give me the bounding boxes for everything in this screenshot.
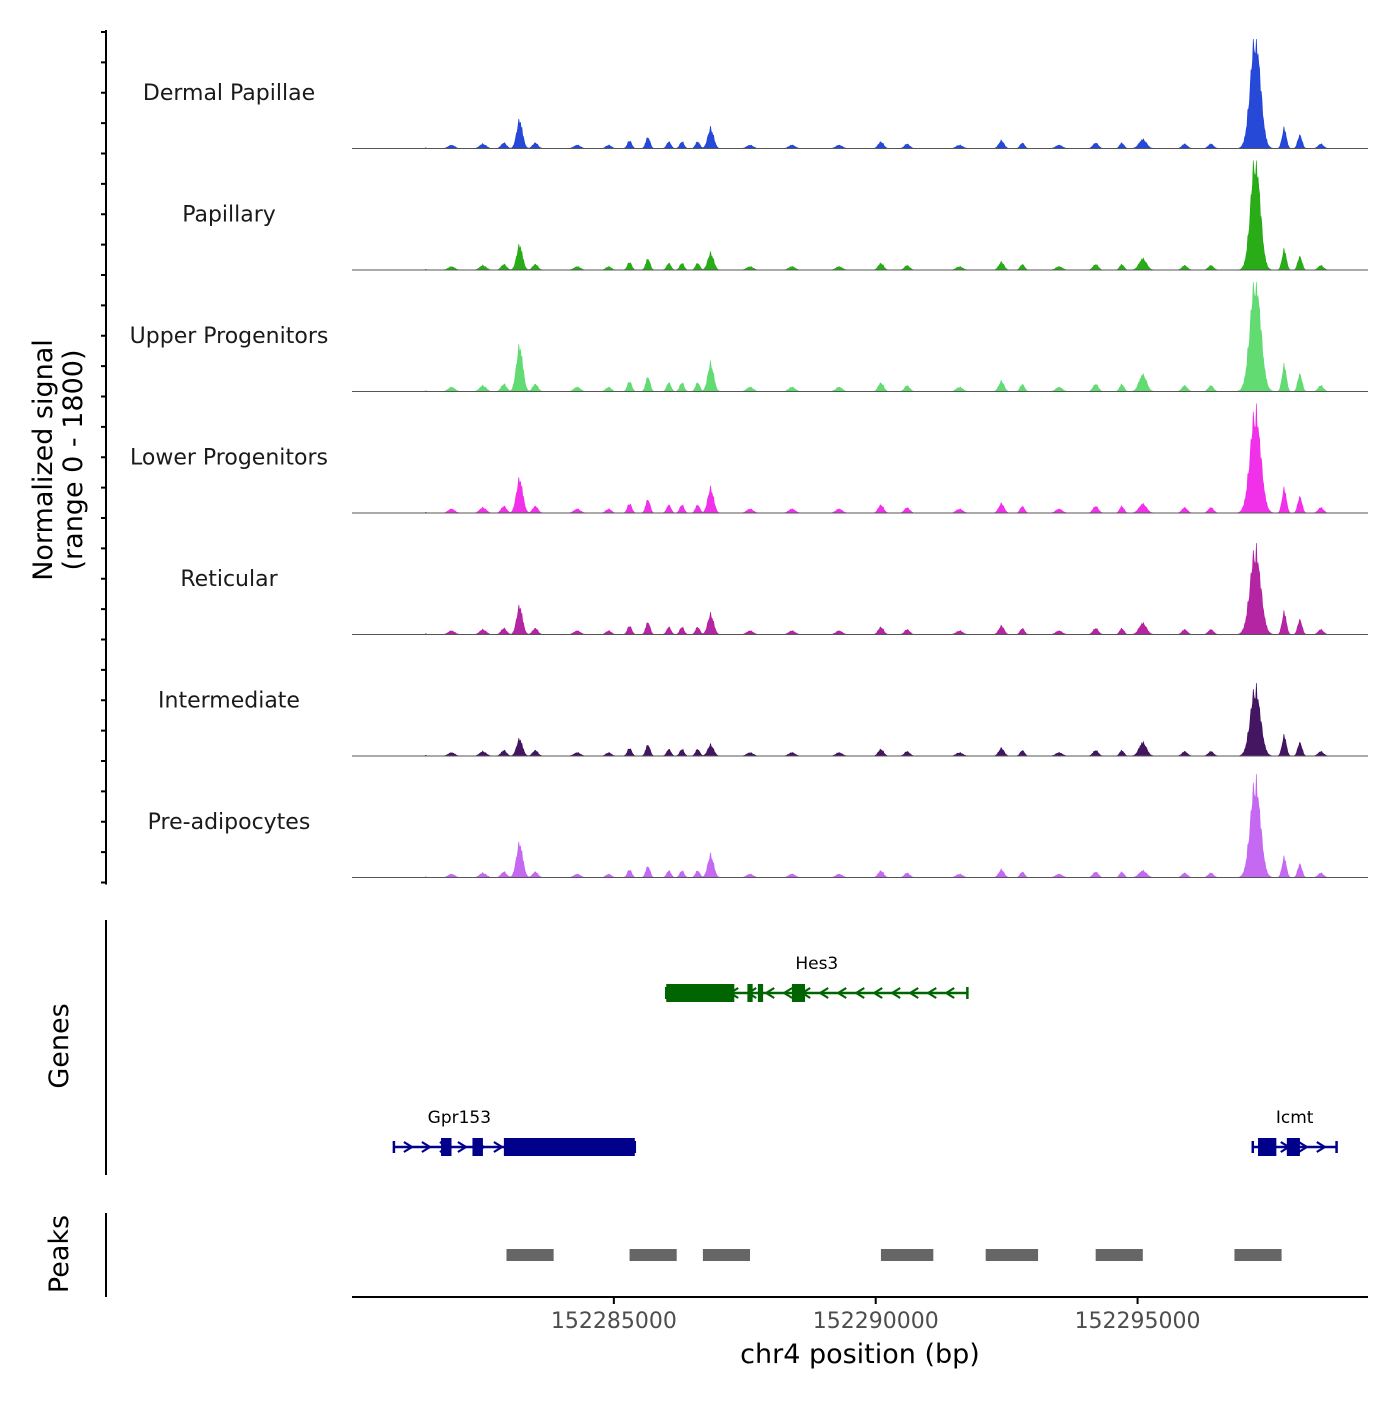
gene-exon [503, 1138, 635, 1156]
track-label: Upper Progenitors [130, 324, 329, 349]
signal-track-lower-progenitors: Lower Progenitors [130, 403, 1368, 514]
strand-arrow [1298, 1141, 1309, 1153]
signal-area [425, 682, 1342, 757]
genes-y-axis-label: Genes [44, 1003, 75, 1088]
gene-label: Gpr153 [428, 1108, 491, 1128]
gene-exon [1258, 1138, 1277, 1156]
track-label: Intermediate [158, 689, 300, 714]
signal-y-axis-label-line2: (range 0 - 1800) [58, 350, 89, 571]
strand-arrow [890, 987, 901, 999]
gene-exon [757, 984, 764, 1002]
signal-panel: Normalized signal (range 0 - 1800) Dermal … [28, 30, 1368, 885]
track-label: Papillary [182, 203, 276, 228]
strand-arrow [818, 987, 829, 999]
peak-region [1234, 1249, 1282, 1261]
strand-arrow [457, 1141, 468, 1153]
peaks-y-axis-label: Peaks [44, 1215, 75, 1293]
signal-track-intermediate: Intermediate [158, 682, 1368, 757]
strand-arrow [944, 987, 955, 999]
gene-exon [666, 984, 735, 1002]
signal-area [425, 403, 1342, 514]
signal-y-axis-label: Normalized signal (range 0 - 1800) [28, 339, 89, 581]
strand-arrow [908, 987, 919, 999]
peak-region [702, 1249, 751, 1261]
strand-arrow [854, 987, 865, 999]
track-label: Pre-adipocytes [148, 810, 311, 835]
gene-icmt: Icmt [1251, 1108, 1338, 1156]
gene-exon [472, 1138, 483, 1156]
track-label: Lower Progenitors [130, 446, 328, 471]
strand-arrow [1316, 1141, 1327, 1153]
x-axis-tick-label: 152285000 [551, 1309, 677, 1334]
signal-area [425, 542, 1342, 635]
signal-area [425, 281, 1342, 392]
strand-arrow [403, 1141, 414, 1153]
gene-exon [791, 984, 806, 1002]
strand-arrow [493, 1141, 504, 1153]
track-label: Reticular [180, 567, 278, 592]
signal-area [425, 160, 1342, 271]
peak-region [629, 1249, 677, 1261]
x-axis: 152285000 152290000 152295000 chr4 position… [352, 1296, 1368, 1370]
signal-track-upper-progenitors: Upper Progenitors [130, 281, 1368, 392]
gene-gpr153: Gpr153 [392, 1108, 637, 1156]
signal-area [425, 38, 1342, 149]
signal-y-axis-label-line1: Normalized signal [28, 339, 59, 581]
gene-hes3: Hes3 [664, 954, 969, 1002]
strand-arrow [782, 987, 793, 999]
strand-arrow [764, 987, 775, 999]
peak-region [880, 1249, 934, 1261]
gene-exon [441, 1138, 452, 1156]
gene-label: Hes3 [795, 954, 838, 974]
peaks-y-axis-label-text: Peaks [44, 1215, 75, 1293]
strand-arrow [926, 987, 937, 999]
strand-arrow [836, 987, 847, 999]
signal-track-papillary: Papillary [182, 160, 1368, 271]
gene-label: Icmt [1276, 1108, 1314, 1128]
strand-arrow [872, 987, 883, 999]
x-axis-title: chr4 position (bp) [740, 1339, 980, 1370]
x-axis-tick-label: 152295000 [1075, 1309, 1201, 1334]
gene-exon [1286, 1138, 1300, 1156]
genes-panel: Genes Hes3 Gpr153 Icmt [44, 920, 1338, 1175]
signal-track-pre-adipocytes: Pre-adipocytes [148, 773, 1368, 878]
peaks-panel: Peaks [44, 1213, 1282, 1297]
strand-arrow [421, 1141, 432, 1153]
peak-region [985, 1249, 1039, 1261]
peak-region [506, 1249, 554, 1261]
genes-y-axis-label-text: Genes [44, 1003, 75, 1088]
x-axis-tick-label: 152290000 [813, 1309, 939, 1334]
signal-area [425, 773, 1342, 878]
signal-track-dermal-papillae: Dermal Papillae [143, 38, 1368, 149]
track-label: Dermal Papillae [143, 81, 315, 106]
peak-region [1095, 1249, 1143, 1261]
signal-track-reticular: Reticular [180, 542, 1368, 635]
gene-exon [747, 984, 753, 1002]
